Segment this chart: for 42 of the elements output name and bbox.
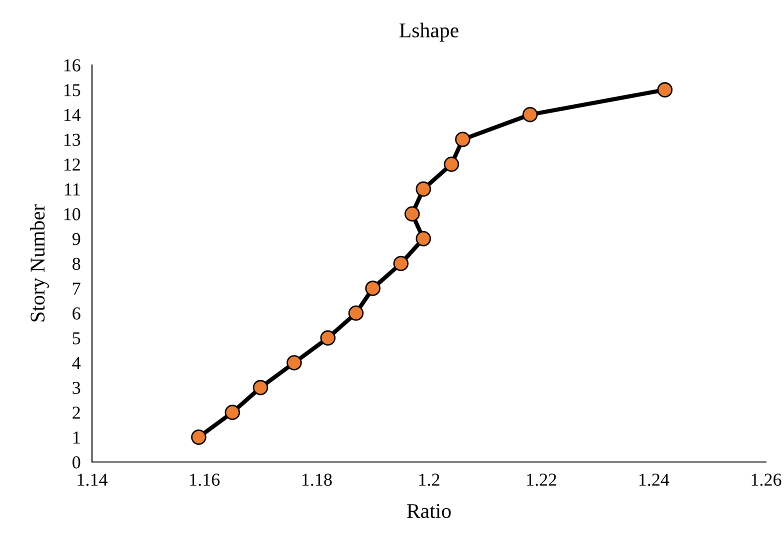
point	[191, 430, 206, 445]
y-tick-label: 9	[72, 232, 80, 246]
x-tick-label: 1.22	[527, 474, 556, 486]
y-tick-label: 7	[73, 282, 80, 295]
y-tick-label: 8	[72, 258, 80, 270]
y-tick-label: 13	[64, 134, 80, 146]
point	[404, 206, 420, 222]
x-tick-label: 1.14	[78, 474, 108, 486]
point	[416, 231, 432, 246]
x-tick-label: 1.16	[190, 474, 220, 486]
y-tick-label: 15	[64, 84, 80, 96]
point	[444, 156, 460, 172]
y-tick-label: 11	[65, 183, 80, 196]
y-tick-label: 16	[64, 59, 80, 72]
y-tick-label: 5	[72, 332, 80, 344]
y-tick-label: 4	[72, 357, 81, 370]
point	[522, 106, 538, 122]
point	[416, 181, 432, 197]
point	[224, 404, 240, 420]
y-tick-label: 1	[73, 432, 80, 444]
point	[286, 355, 302, 370]
point	[365, 280, 380, 296]
point	[455, 132, 470, 148]
point	[393, 256, 409, 272]
x-tick-label: 1.18	[302, 474, 332, 486]
x-axis-title: Ratio	[407, 504, 451, 518]
x-tick-label: 1.24	[639, 474, 670, 486]
point	[320, 330, 336, 346]
y-tick-label: 2	[72, 406, 80, 419]
chart-title: Lshape	[400, 22, 458, 42]
y-tick-label: 10	[64, 208, 80, 220]
point	[657, 82, 673, 98]
y-tick-label: 14	[64, 108, 81, 121]
y-tick-label: 12	[64, 158, 80, 171]
point	[348, 305, 364, 321]
x-tick-label: 1.2	[419, 474, 440, 486]
x-tick-label: 1.26	[752, 474, 782, 486]
point	[252, 380, 268, 396]
y-axis-title: Story Number	[30, 204, 49, 322]
y-tick-label: 0	[72, 456, 80, 468]
y-tick-label: 3	[72, 382, 80, 394]
y-tick-label: 6	[72, 307, 80, 320]
